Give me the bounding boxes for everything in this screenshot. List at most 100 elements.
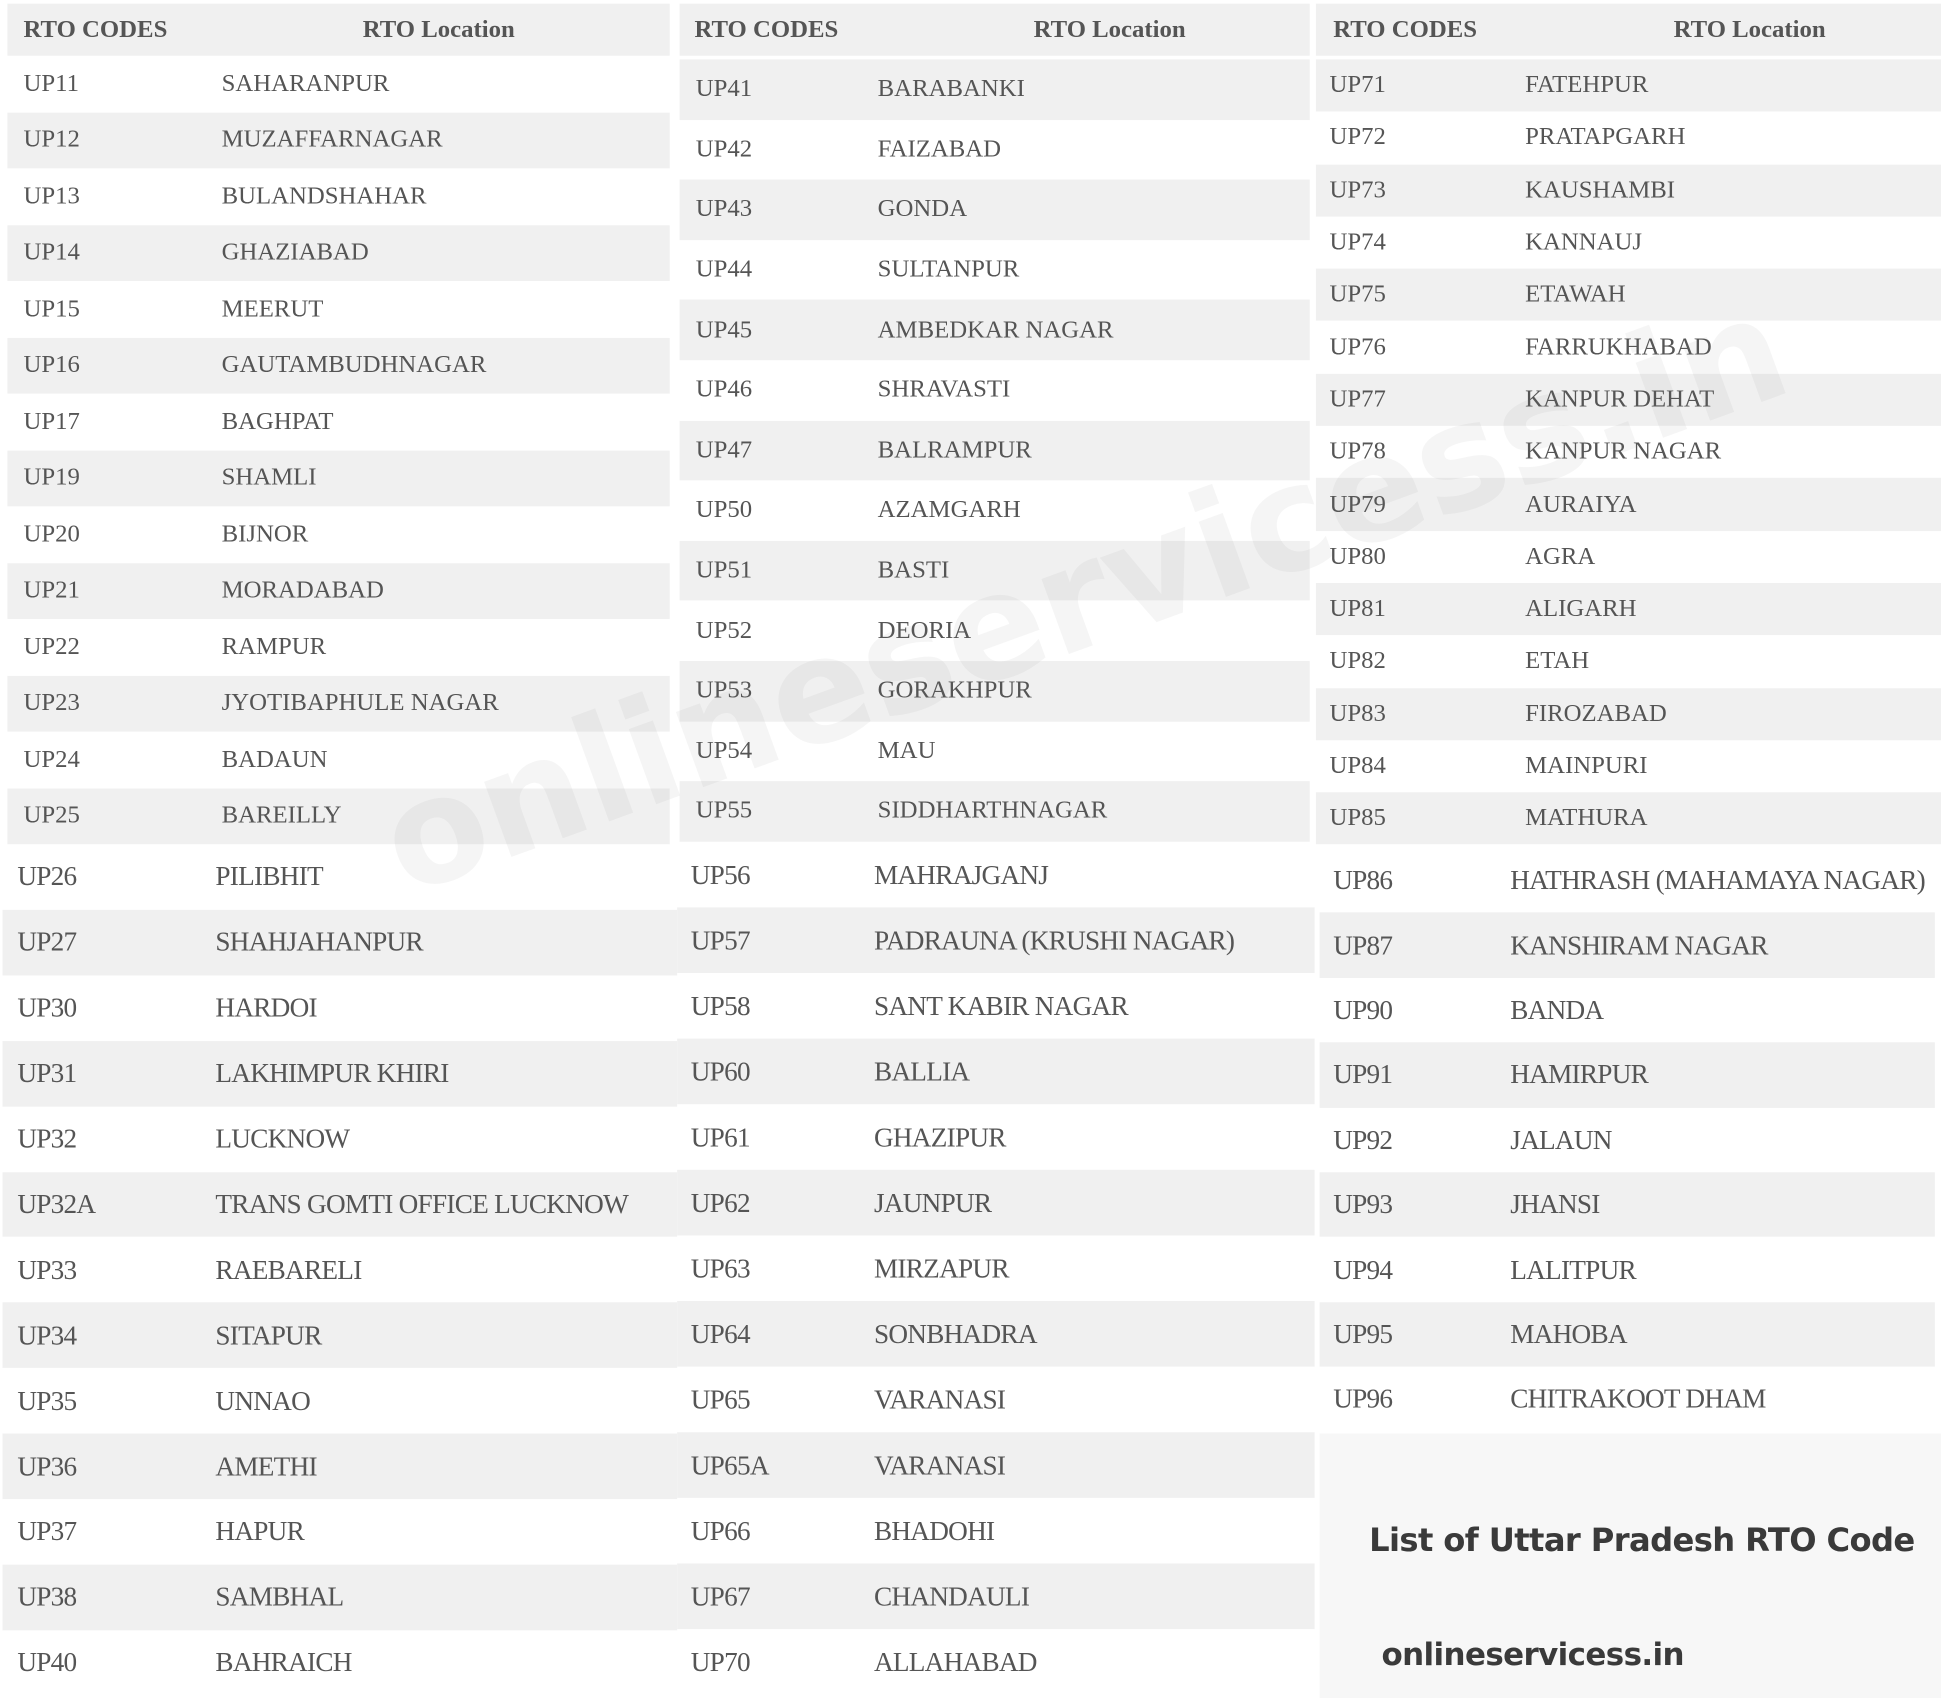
rto-location-cell: MAU <box>877 737 936 765</box>
rto-code-cell: UP50 <box>695 496 753 524</box>
rto-location-cell: PADRAUNA (KRUSHI NAGAR) <box>873 924 1235 956</box>
table-row: UP47 BALRAMPUR <box>679 420 1310 481</box>
table-row: UP34 SITAPUR <box>2 1302 678 1369</box>
rto-code-cell: UP83 <box>1329 699 1386 727</box>
rto-location-cell: SHRAVASTI <box>877 376 1011 404</box>
caption-box: List of Uttar Pradesh RTO Code onlineser… <box>1319 1433 1941 1698</box>
rto-code-cell: UP37 <box>17 1515 77 1547</box>
rto-code-cell: UP36 <box>17 1450 77 1482</box>
table-row: UP26 PILIBHIT <box>2 844 677 909</box>
rto-code-cell: UP72 <box>1329 123 1386 151</box>
rto-location-cell: AMETHI <box>215 1450 317 1482</box>
rto-location-cell: LUCKNOW <box>215 1122 350 1154</box>
rto-code-cell: UP82 <box>1329 647 1386 675</box>
rto-location-cell: BAHRAICH <box>215 1646 352 1678</box>
rto-location-cell: LALITPUR <box>1510 1253 1636 1285</box>
rto-code-cell: UP78 <box>1329 437 1386 466</box>
rto-location-cell: FIROZABAD <box>1525 699 1667 727</box>
rto-location-cell: PRATAPGARH <box>1525 123 1686 151</box>
header-rto-codes: RTO CODES <box>694 16 839 44</box>
table-row: UP84 MAINPURI <box>1316 740 1941 792</box>
table-row: UP78 KANPUR NAGAR <box>1316 426 1941 478</box>
table-row: UP74 KANNAUJ <box>1316 216 1941 268</box>
table-row: UP20 BIJNOR <box>7 506 669 562</box>
header-rto-location: RTO Location <box>362 16 515 44</box>
rto-location-cell: HAMIRPUR <box>1510 1058 1649 1090</box>
rto-location-cell: PILIBHIT <box>215 860 323 892</box>
table-row: UP75 ETAWAH <box>1315 268 1941 322</box>
rto-code-cell: UP16 <box>23 351 80 379</box>
table-row: UP54 MAU <box>680 721 1310 781</box>
table-row: UP12 MUZAFFARNAGAR <box>7 112 670 169</box>
rto-location-cell: SULTANPUR <box>877 255 1020 283</box>
table-row: UP71 FATEHPUR <box>1315 59 1941 112</box>
rto-location-cell: SHAMLI <box>221 463 317 492</box>
rto-table-3-lower: UP86 HATHRASH (MAHAMAYA NAGAR) UP87 KANSHIR… <box>1319 848 1935 1432</box>
rto-location-cell: MEERUT <box>221 294 324 323</box>
table-row: UP27 SHAHJAHANPUR <box>2 909 678 976</box>
table-row: UP31 LAKHIMPUR KHIRI <box>2 1040 678 1107</box>
table-row: UP19 SHAMLI <box>7 449 670 507</box>
rto-location-cell: ETAWAH <box>1525 280 1626 309</box>
rto-code-cell: UP44 <box>695 255 753 283</box>
rto-code-cell: UP51 <box>695 556 753 584</box>
table-row: UP15 MEERUT <box>7 281 669 337</box>
header-rto-codes: RTO CODES <box>1333 16 1478 44</box>
rto-location-cell: KANSHIRAM NAGAR <box>1510 929 1768 961</box>
rto-code-cell: UP84 <box>1329 752 1386 780</box>
rto-location-cell: LAKHIMPUR KHIRI <box>215 1057 449 1089</box>
rto-location-cell: GONDA <box>877 195 968 223</box>
rto-location-cell: GHAZIPUR <box>873 1120 1007 1152</box>
table-row: UP92 JALAUN <box>1320 1107 1935 1172</box>
table-row: UP25 BAREILLY <box>7 787 670 845</box>
rto-location-cell: KANNAUJ <box>1525 228 1643 256</box>
table-row: UP72 PRATAPGARH <box>1316 112 1941 164</box>
rto-location-cell: MAINPURI <box>1525 752 1648 780</box>
rto-location-cell: RAMPUR <box>221 632 327 661</box>
table-row: UP73 KAUSHAMBI <box>1315 164 1941 217</box>
rto-code-cell: UP42 <box>695 135 753 163</box>
table-row: UP32A TRANS GOMTI OFFICE LUCKNOW <box>2 1171 678 1238</box>
rto-code-cell: UP90 <box>1333 994 1393 1025</box>
rto-location-cell: AZAMGARH <box>877 496 1021 524</box>
rto-code-cell: UP20 <box>23 520 80 548</box>
rto-code-cell: UP79 <box>1329 490 1386 518</box>
table-row: UP50 AZAMGARH <box>680 481 1310 541</box>
rto-code-cell: UP77 <box>1329 385 1386 413</box>
header-rto-location: RTO Location <box>1673 16 1826 44</box>
table-row: UP91 HAMIRPUR <box>1319 1042 1935 1108</box>
rto-location-cell: BAGHPAT <box>221 407 334 435</box>
rto-code-cell: UP70 <box>690 1645 751 1677</box>
table-row: UP76 FARRUKHABAD <box>1316 321 1941 373</box>
rto-location-cell: JHANSI <box>1510 1188 1600 1220</box>
rto-location-cell: BALRAMPUR <box>877 436 1032 464</box>
rto-code-cell: UP67 <box>690 1580 751 1612</box>
table-row: UP41 BARABANKI <box>679 59 1310 120</box>
rto-location-cell: JAUNPUR <box>873 1186 992 1218</box>
table-row: UP43 GONDA <box>679 179 1310 240</box>
rto-location-cell: BANDA <box>1510 994 1604 1025</box>
table-row: UP67 CHANDAULI <box>677 1563 1315 1630</box>
rto-code-cell: UP60 <box>690 1055 751 1087</box>
table-row: UP30 HARDOI <box>2 975 677 1040</box>
rto-code-cell: UP30 <box>17 991 77 1023</box>
table-row: UP77 KANPUR DEHAT <box>1315 373 1941 426</box>
table-row: UP56 MAHRAJGANJ <box>677 842 1315 908</box>
rto-code-cell: UP71 <box>1329 71 1386 99</box>
table-row: UP35 UNNAO <box>2 1368 677 1433</box>
rto-location-cell: KANPUR NAGAR <box>1525 437 1722 466</box>
rto-code-cell: UP76 <box>1329 333 1386 361</box>
table-row: UP65 VARANASI <box>677 1367 1315 1433</box>
rto-code-cell: UP32 <box>17 1122 77 1154</box>
rto-code-cell: UP58 <box>690 989 751 1021</box>
table-row: UP14 GHAZIABAD <box>7 224 670 282</box>
rto-location-cell: HARDOI <box>215 991 317 1023</box>
table-row: UP24 BADAUN <box>7 732 669 788</box>
table-row: UP40 BAHRAICH <box>2 1630 677 1695</box>
table-row: UP21 MORADABAD <box>7 562 670 619</box>
rto-code-cell: UP33 <box>17 1253 77 1285</box>
rto-code-cell: UP57 <box>690 924 751 956</box>
rto-location-cell: ALIGARH <box>1525 594 1637 623</box>
rto-location-cell: MIRZAPUR <box>873 1252 1010 1284</box>
rto-location-cell: FAIZABAD <box>877 135 1002 163</box>
